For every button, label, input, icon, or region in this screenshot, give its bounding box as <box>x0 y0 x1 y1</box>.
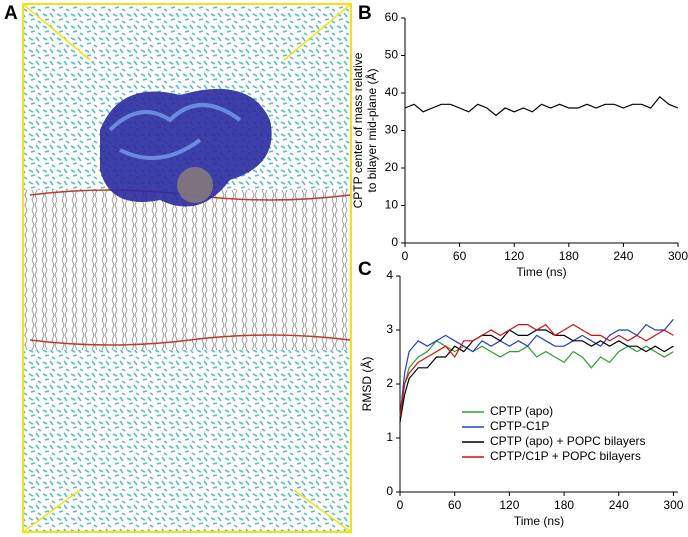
x-axis-label: Time (ns) <box>514 514 564 528</box>
y-tick-label: 40 <box>385 85 399 99</box>
legend-label: CPTP-C1P <box>490 419 549 433</box>
y-tick-label: 30 <box>385 123 399 137</box>
x-tick-label: 180 <box>554 498 574 512</box>
x-tick-label: 60 <box>453 249 467 263</box>
x-tick-label: 180 <box>559 249 579 263</box>
x-tick-label: 0 <box>397 498 404 512</box>
x-tick-label: 60 <box>448 498 462 512</box>
y-tick-label: 0 <box>386 484 393 498</box>
x-axis-label: Time (ns) <box>516 265 566 279</box>
x-tick-label: 240 <box>613 249 633 263</box>
y-tick-label: 2 <box>386 376 393 390</box>
panel-label: B <box>358 3 372 24</box>
x-tick-label: 120 <box>499 498 519 512</box>
x-tick-label: 300 <box>668 249 688 263</box>
data-line <box>399 323 674 417</box>
data-line <box>399 318 674 417</box>
panel-label: A <box>4 3 18 24</box>
y-axis-label: to bilayer mid-plane (Å) <box>364 68 379 192</box>
legend-label: CPTP/C1P + POPC bilayers <box>490 449 641 463</box>
x-tick-label: 120 <box>504 249 524 263</box>
legend-label: CPTP (apo) + POPC bilayers <box>490 434 646 448</box>
x-tick-label: 300 <box>663 498 683 512</box>
y-tick-label: 4 <box>386 268 393 282</box>
panel-label: C <box>358 259 372 280</box>
x-tick-label: 0 <box>402 249 409 263</box>
y-axis-label: CPTP center of mass relative <box>351 52 365 208</box>
x-tick-label: 240 <box>609 498 629 512</box>
legend-label: CPTP (apo) <box>490 404 553 418</box>
data-line <box>399 329 674 422</box>
y-axis-label: RMSD (Å) <box>359 357 374 412</box>
y-tick-label: 10 <box>385 198 399 212</box>
y-tick-label: 20 <box>385 160 399 174</box>
molecular-image <box>22 3 352 533</box>
y-tick-label: 50 <box>385 48 399 62</box>
y-tick-label: 1 <box>386 430 393 444</box>
data-line <box>399 340 674 422</box>
y-tick-label: 0 <box>391 235 398 249</box>
y-tick-label: 3 <box>386 322 393 336</box>
data-line <box>404 95 679 117</box>
y-tick-label: 60 <box>385 10 399 24</box>
